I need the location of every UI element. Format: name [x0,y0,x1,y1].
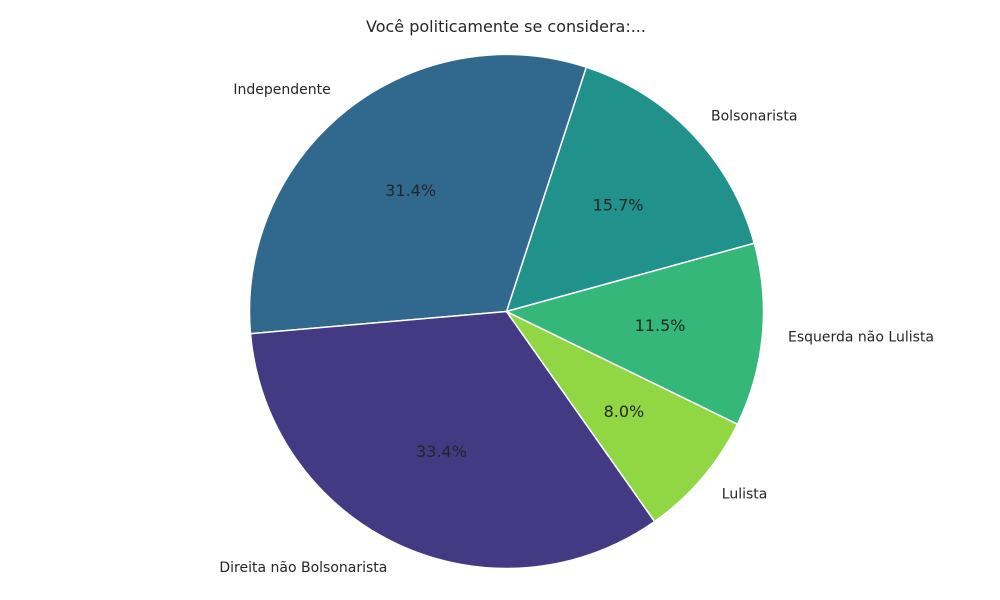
pie-slice-lulista [505,310,739,523]
pie-slice-independente [248,53,588,335]
pct-label-bolsonarista: 15.7% [593,196,644,215]
pct-label-lulista: 8.0% [604,402,645,421]
slice-label-direita-nao-bolsonarista: Direita não Bolsonarista [219,560,387,576]
pie-slice-direita-nao-bolsonarista [249,310,656,570]
pie-slice-esquerda-nao-lulista [504,242,765,426]
slice-label-bolsonarista: Bolsonarista [711,108,797,124]
chart-title: Você politicamente se considera:... [366,17,646,36]
slice-label-esquerda-nao-lulista: Esquerda não Lulista [788,330,934,346]
pie-labels: 15.7% Bolsonarista 31.4% Independente 33.4% D… [219,82,934,576]
slice-label-lulista: Lulista [722,487,768,503]
pct-label-direita-nao-bolsonarista: 33.4% [416,442,467,461]
slice-label-independente: Independente [233,82,330,98]
pct-label-esquerda-nao-lulista: 11.5% [635,316,686,335]
pie-slice-bolsonarista [505,66,756,313]
pct-label-independente: 31.4% [385,181,436,200]
pie-slices [248,53,765,570]
